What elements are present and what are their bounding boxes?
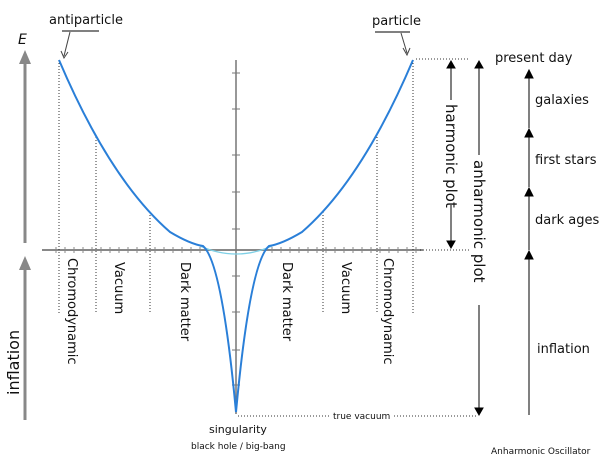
anharmonic-plot-label: anharmonic plot bbox=[470, 160, 488, 283]
region-right-chromodynamic: Chromodynamic bbox=[380, 258, 395, 365]
timeline-era-galaxies: galaxies bbox=[535, 93, 589, 108]
region-dividers bbox=[58, 58, 478, 417]
x-axis bbox=[42, 247, 423, 253]
anharmonic-curve bbox=[58, 59, 414, 413]
particle-label: particle bbox=[372, 14, 421, 29]
timeline-era-dark-ages: dark ages bbox=[535, 213, 599, 228]
region-left-chromodynamic: Chromodynamic bbox=[64, 258, 79, 365]
singularity-label: singularity bbox=[209, 423, 267, 436]
diagram-caption: Anharmonic Oscillator bbox=[491, 447, 591, 457]
harmonic-curve bbox=[199, 245, 273, 255]
cosmic-timeline bbox=[524, 68, 534, 415]
y-axis bbox=[232, 60, 240, 414]
energy-axis-label: E bbox=[18, 32, 27, 48]
true-vacuum-label: true vacuum bbox=[333, 412, 390, 422]
singularity-sublabel: black hole / big-bang bbox=[191, 442, 286, 452]
timeline-present-day: present day bbox=[495, 51, 573, 66]
region-left-dark-matter: Dark matter bbox=[177, 262, 192, 342]
region-right-dark-matter: Dark matter bbox=[279, 262, 294, 342]
timeline-era-first-stars: first stars bbox=[535, 153, 597, 168]
left-inflation-label: inflation bbox=[4, 330, 23, 395]
timeline-era-inflation: inflation bbox=[537, 342, 590, 357]
harmonic-plot-label: harmonic plot bbox=[442, 104, 460, 208]
region-left-vacuum: Vacuum bbox=[111, 262, 126, 314]
anharmonic-plot-bracket bbox=[474, 59, 484, 417]
antiparticle-label: antiparticle bbox=[49, 13, 123, 28]
antiparticle-callout bbox=[60, 30, 99, 60]
particle-callout bbox=[375, 31, 411, 57]
harmonic-plot-bracket bbox=[446, 59, 456, 250]
region-right-vacuum: Vacuum bbox=[338, 262, 353, 314]
energy-axis bbox=[19, 50, 31, 420]
